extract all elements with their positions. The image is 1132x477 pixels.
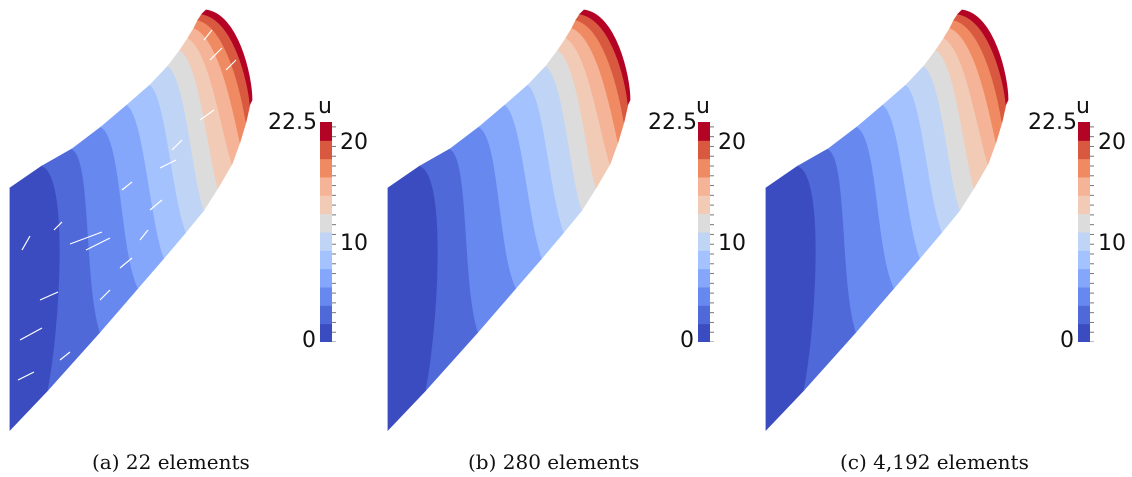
contour-band (765, 165, 817, 432)
colorbar-segment (320, 323, 332, 342)
colorbar-tick-0: 0 (680, 328, 694, 353)
mesh-artifact-line (209, 47, 223, 61)
caption-a: (a) 22 elements (92, 450, 250, 474)
panel-c: u 22.5 20 10 0 (c) 4,192 elements (756, 0, 1132, 477)
colorbar-segment (698, 323, 710, 342)
contour-plot-b (387, 9, 631, 432)
colorbar-segment (320, 195, 332, 215)
colorbar-segment (320, 268, 332, 288)
colorbar-segment (320, 158, 332, 178)
colorbar-segment (1078, 305, 1090, 325)
mesh-artifact-line (203, 29, 213, 41)
colorbar-max-label: 22.5 (648, 110, 697, 135)
colorbar-a (320, 122, 336, 342)
colorbar-segment (1078, 213, 1090, 233)
colorbar-segment (1078, 287, 1090, 306)
mesh-artifact-line (29, 409, 41, 421)
mesh-artifact-line (19, 327, 43, 341)
mesh-artifact-line (69, 231, 103, 245)
colorbar-segment (698, 195, 710, 215)
colorbar-segment (698, 287, 710, 306)
colorbar-tick-0: 0 (302, 328, 316, 353)
colorbar-segment (1078, 323, 1090, 342)
mesh-artifact-line (121, 181, 133, 191)
colorbar-segment (320, 305, 332, 325)
colorbar-tick-20: 20 (718, 130, 746, 155)
colorbar-segment (320, 122, 332, 141)
caption-c: (c) 4,192 elements (840, 450, 1029, 474)
contour-band (957, 9, 1009, 106)
mesh-artifact-line (85, 237, 111, 251)
colorbar-segment (1078, 122, 1090, 141)
colorbar-segment (1078, 158, 1090, 178)
mesh-artifact-line (17, 371, 35, 381)
colorbar-tick-10: 10 (1098, 231, 1126, 256)
mesh-artifact-line (119, 257, 133, 269)
mesh-artifact-line (225, 59, 237, 71)
mesh-artifact-line (59, 351, 71, 361)
contour-band (387, 165, 439, 432)
colorbar-segment (698, 232, 710, 251)
contour-plot-a (9, 9, 253, 432)
colorbar-c (1078, 122, 1094, 342)
colorbar-segment (698, 250, 710, 270)
colorbar-tick-0: 0 (1060, 328, 1074, 353)
mesh-artifact-line (99, 289, 111, 301)
colorbar-segment (320, 213, 332, 233)
colorbar-segment (698, 177, 710, 196)
mesh-artifact-line (21, 235, 31, 251)
contour-plot-c (765, 9, 1009, 432)
colorbar-segment (1078, 268, 1090, 288)
colorbar-variable-label: u (1076, 94, 1090, 119)
colorbar-segment (698, 122, 710, 141)
mesh-artifact-line (149, 199, 163, 211)
colorbar-segment (698, 158, 710, 178)
mesh-artifact-line (39, 291, 59, 301)
mesh-artifact-line (159, 159, 177, 169)
mesh-artifact-line (139, 229, 149, 241)
colorbar-segment (698, 140, 710, 160)
caption-b: (b) 280 elements (468, 450, 640, 474)
mesh-artifact-line (53, 221, 63, 231)
colorbar-variable-label: u (696, 94, 710, 119)
colorbar-segment (1078, 250, 1090, 270)
colorbar-max-label: 22.5 (1028, 110, 1077, 135)
colorbar-segment (698, 305, 710, 325)
colorbar-max-label: 22.5 (268, 110, 317, 135)
colorbar-variable-label: u (318, 94, 332, 119)
contour-band (201, 9, 253, 106)
colorbar-tick-20: 20 (1098, 130, 1126, 155)
colorbar-segment (1078, 232, 1090, 251)
colorbar-segment (320, 232, 332, 251)
contour-band (9, 165, 61, 432)
colorbar-segment (698, 213, 710, 233)
colorbar-segment (320, 287, 332, 306)
mesh-artifact-line (199, 109, 215, 121)
colorbar-segment (320, 250, 332, 270)
colorbar-segment (1078, 140, 1090, 160)
colorbar-tick-20: 20 (340, 130, 368, 155)
colorbar-segment (1078, 195, 1090, 215)
panel-b: u 22.5 20 10 0 (b) 280 elements (378, 0, 755, 477)
colorbar-tick-10: 10 (340, 231, 368, 256)
colorbar-segment (698, 268, 710, 288)
colorbar-segment (320, 177, 332, 196)
colorbar-b (698, 122, 714, 342)
colorbar-tick-10: 10 (718, 231, 746, 256)
mesh-artifact-line (171, 139, 183, 151)
panel-a: u 22.5 20 10 0 (a) 22 elements (0, 0, 377, 477)
colorbar-segment (1078, 177, 1090, 196)
contour-band (579, 9, 631, 106)
colorbar-segment (320, 140, 332, 160)
